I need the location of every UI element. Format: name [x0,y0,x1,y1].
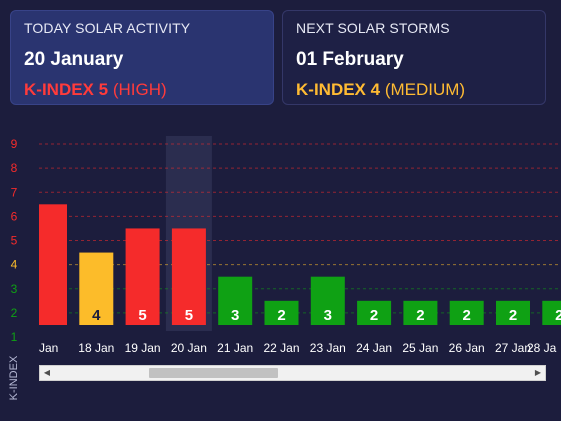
next-kindex-value: K-INDEX 4 [296,80,381,99]
bar-25-jan[interactable] [403,300,438,325]
today-heading: TODAY SOLAR ACTIVITY [24,20,191,36]
data-label: 5 [185,307,193,324]
data-label: 2 [555,307,561,324]
bar-18-jan[interactable] [79,252,114,325]
x-tick-label: 25 Jan [402,341,438,355]
next-date: 01 February [296,49,404,70]
scrollbar-thumb[interactable] [149,368,279,378]
y-tick-label-3: 3 [11,282,18,296]
data-label: 4 [92,307,101,324]
bar-28-ja[interactable] [542,300,561,325]
x-tick-label: 22 Jan [263,341,299,355]
kindex-chart: 1 2 3 4 5 6 7 8 9 K-INDEX 4 5 5 3 2 3 2 2 2 2 2 Jan 18 Jan 19 J… [0,130,561,421]
y-tick-label-4: 4 [11,258,18,272]
x-tick-label: 20 Jan [171,341,207,355]
y-axis-label: K-INDEX [8,355,20,400]
data-label: 5 [138,307,146,324]
data-label: 2 [370,307,378,324]
bar-19-jan[interactable] [125,228,160,325]
bar-26-jan[interactable] [449,300,484,325]
bar-23-jan[interactable] [310,276,345,325]
today-date: 20 January [24,49,124,70]
data-label: 3 [231,307,239,324]
arrow-right-icon[interactable]: ▶ [534,368,542,377]
y-tick-label-8: 8 [11,161,18,175]
bar-24-jan[interactable] [357,300,392,325]
next-kindex-level: (MEDIUM) [384,80,466,99]
y-tick-label-9: 9 [11,137,18,151]
arrow-left-icon[interactable]: ◀ [43,368,51,377]
next-storms-card: NEXT SOLAR STORMS 01 February K-INDEX 4 … [282,10,546,105]
chart-scrollbar[interactable]: ◀ ▶ [39,365,546,381]
bar-jan[interactable] [33,204,67,325]
y-tick-label-7: 7 [11,185,18,199]
today-kindex: K-INDEX 5 (HIGH) [24,80,260,100]
x-tick-label: 23 Jan [310,341,346,355]
today-kindex-level: (HIGH) [112,80,167,99]
y-tick-label-1: 1 [11,330,18,344]
data-label: 2 [509,307,517,324]
x-tick-label: 24 Jan [356,341,392,355]
bar-27-jan[interactable] [496,300,530,325]
data-label: 2 [277,307,285,324]
today-activity-card: TODAY SOLAR ACTIVITY 20 January K-INDEX … [10,10,274,105]
y-tick-label-6: 6 [11,209,18,223]
x-tick-label: 26 Jan [449,341,485,355]
bar-20-jan[interactable] [171,228,206,325]
bar-22-jan[interactable] [264,300,299,325]
data-label: 2 [463,307,471,324]
today-kindex-value: K-INDEX 5 [24,80,109,99]
y-tick-label-2: 2 [11,306,18,320]
next-kindex: K-INDEX 4 (MEDIUM) [296,80,532,100]
x-tick-label: 18 Jan [78,341,114,355]
kindex-chart-svg: 1 2 3 4 5 6 7 8 9 K-INDEX 4 5 5 3 2 3 2 2 2 2 2 Jan 18 Jan 19 J… [8,136,561,400]
bar-21-jan[interactable] [218,276,253,325]
x-tick-label: Jan [39,341,58,355]
next-heading: NEXT SOLAR STORMS [296,20,450,36]
x-tick-label: 21 Jan [217,341,253,355]
data-label: 2 [416,307,424,324]
x-tick-label: 19 Jan [125,341,161,355]
y-tick-label-5: 5 [11,234,18,248]
x-tick-label: 28 Ja [527,341,557,355]
x-tick-label: 27 Jan [495,341,531,355]
data-label: 3 [324,307,332,324]
